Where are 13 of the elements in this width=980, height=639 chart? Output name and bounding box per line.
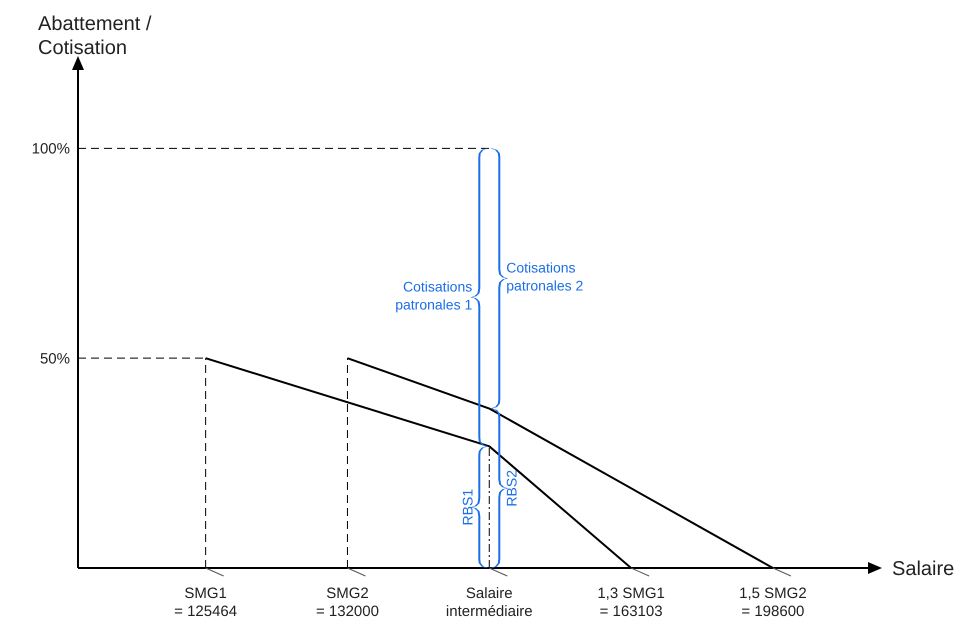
annotation: Cotisations patronales 2 — [506, 259, 584, 294]
x-tick-label: SMG1 = 125464 — [174, 585, 238, 620]
x-tick-label: 1,3 SMG1 = 163103 — [597, 585, 665, 620]
x-axis-title: Salaire — [892, 558, 954, 580]
annotation: RBS1 — [459, 488, 476, 526]
y-tick-label: 100% — [32, 140, 70, 158]
annotation: RBS2 — [504, 470, 520, 507]
x-tick-label: 1,5 SMG2 = 198600 — [739, 585, 807, 620]
x-tick-label: SMG2 = 132000 — [316, 585, 379, 620]
x-tick-label: Salaire intermédiaire — [446, 585, 533, 620]
y-axis-title: Abattement / Cotisation — [38, 12, 152, 60]
y-tick-label: 50% — [40, 350, 70, 368]
annotation: Cotisations patronales 1 — [395, 278, 472, 312]
